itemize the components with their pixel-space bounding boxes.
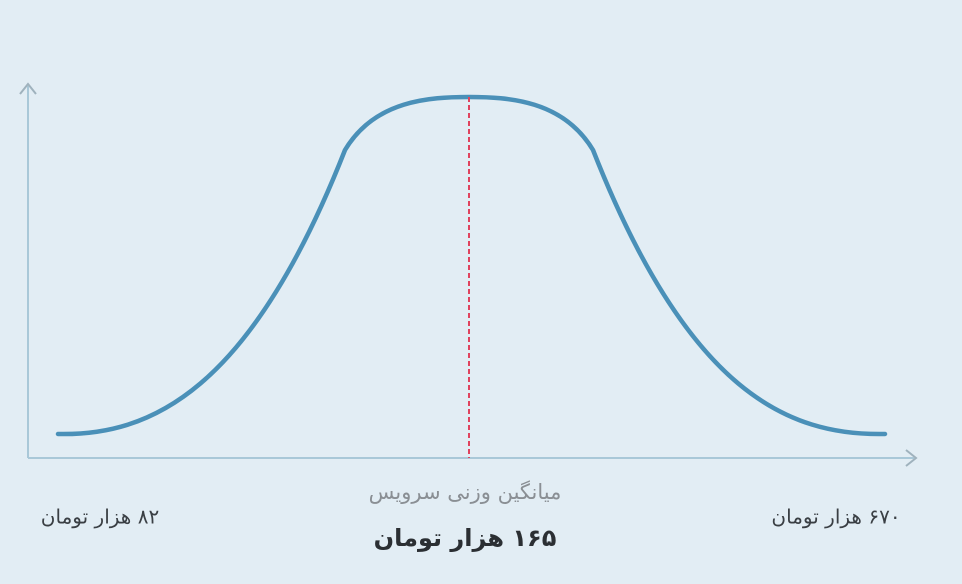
max-label: ۶۷۰ هزار تومان [771, 505, 900, 529]
mean-caption: میانگین وزنی سرویس [369, 480, 562, 504]
bell-curve [55, 94, 888, 437]
x-axis-arrow [905, 449, 918, 467]
y-axis-arrow [19, 82, 37, 95]
mean-value: ۱۶۵ هزار تومان [374, 524, 557, 552]
min-label: ۸۲ هزار تومان [41, 505, 159, 529]
